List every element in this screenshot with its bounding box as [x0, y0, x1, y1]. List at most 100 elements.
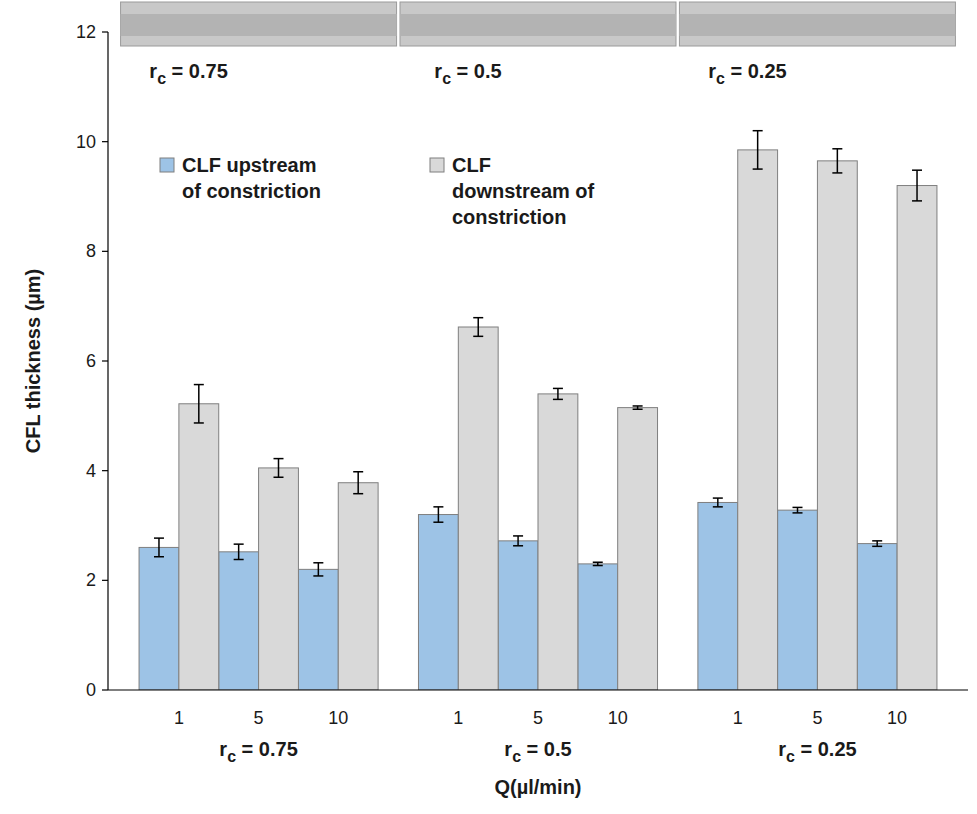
error-cap — [753, 168, 763, 170]
y-tick-label: 10 — [76, 132, 96, 152]
error-bar — [234, 544, 244, 559]
error-bar — [832, 149, 842, 173]
error-cap — [273, 476, 283, 478]
legend-swatch — [160, 158, 174, 172]
error-cap — [793, 512, 803, 514]
error-cap — [473, 317, 483, 319]
y-tick — [102, 689, 108, 690]
x-tick-label: 10 — [328, 708, 348, 728]
error-cap — [313, 562, 323, 564]
error-bar — [273, 459, 283, 478]
error-line — [318, 563, 320, 576]
error-cap — [872, 546, 882, 548]
error-bar — [154, 538, 164, 557]
legend-label: CLFdownstream ofconstriction — [452, 154, 595, 228]
error-cap — [912, 169, 922, 171]
error-cap — [633, 405, 643, 407]
error-cap — [872, 540, 882, 542]
bar — [857, 544, 897, 690]
bar — [179, 404, 219, 690]
error-bar — [433, 507, 443, 522]
error-cap — [313, 575, 323, 577]
y-tick-label: 2 — [86, 570, 96, 590]
x-tick-label: 5 — [254, 708, 264, 728]
y-tick-label: 6 — [86, 351, 96, 371]
error-cap — [593, 561, 603, 563]
y-axis-title: CFL thickness (µm) — [22, 269, 44, 454]
error-cap — [553, 399, 563, 401]
bar — [538, 394, 578, 690]
error-cap — [234, 559, 244, 561]
error-line — [477, 318, 479, 337]
image-placeholder — [121, 2, 397, 46]
legend-label: CLF upstreamof constriction — [182, 154, 321, 202]
y-tick-label: 4 — [86, 461, 96, 481]
error-bar — [872, 541, 882, 546]
bar — [578, 564, 618, 690]
error-bar — [353, 472, 363, 494]
error-cap — [473, 336, 483, 338]
error-cap — [553, 388, 563, 390]
error-line — [717, 498, 719, 507]
error-cap — [753, 130, 763, 132]
error-line — [198, 385, 200, 423]
error-bar — [194, 385, 204, 423]
error-cap — [194, 422, 204, 424]
bar — [298, 569, 338, 690]
x-tick-label: 5 — [533, 708, 543, 728]
x-tick-label: 1 — [733, 708, 743, 728]
error-bar — [473, 318, 483, 337]
error-cap — [353, 471, 363, 473]
bar — [618, 408, 658, 690]
x-tick-label: 1 — [453, 708, 463, 728]
x-axis — [108, 689, 968, 690]
error-line — [438, 507, 440, 522]
error-cap — [154, 537, 164, 539]
error-cap — [433, 506, 443, 508]
x-axis-title: Q(µl/min) — [494, 776, 581, 798]
error-cap — [912, 200, 922, 202]
error-line — [278, 459, 280, 478]
y-tick-label: 8 — [86, 241, 96, 261]
image-label: rc = 0.75 — [149, 60, 227, 87]
error-cap — [154, 556, 164, 558]
error-bar — [633, 406, 643, 409]
bar — [778, 510, 818, 690]
image-label: rc = 0.5 — [434, 60, 501, 87]
error-bar — [753, 131, 763, 169]
y-tick — [102, 251, 108, 252]
error-line — [557, 388, 559, 399]
image-channel — [400, 14, 676, 36]
legend-swatch — [430, 158, 444, 172]
error-cap — [832, 172, 842, 174]
error-cap — [513, 545, 523, 547]
error-bar — [553, 388, 563, 399]
error-line — [158, 538, 160, 557]
error-line — [837, 149, 839, 173]
bar — [259, 468, 299, 690]
bar — [458, 327, 498, 690]
error-cap — [194, 384, 204, 386]
error-line — [797, 507, 799, 512]
bars — [139, 131, 937, 690]
y-tick-label: 0 — [86, 680, 96, 700]
bar — [338, 483, 378, 690]
error-bar — [793, 507, 803, 512]
error-line — [517, 536, 519, 546]
image-channel — [679, 14, 955, 36]
error-cap — [513, 535, 523, 537]
group-label: rc = 0.5 — [504, 738, 571, 765]
error-bar — [713, 498, 723, 507]
error-bar — [513, 536, 523, 546]
error-cap — [713, 506, 723, 508]
y-tick — [102, 31, 108, 32]
x-tick-label: 1 — [174, 708, 184, 728]
error-cap — [713, 497, 723, 499]
error-cap — [234, 543, 244, 545]
image-placeholder — [679, 2, 955, 46]
y-tick — [102, 141, 108, 142]
group-label: rc = 0.75 — [219, 738, 297, 765]
error-cap — [593, 565, 603, 567]
error-bar — [313, 563, 323, 576]
bar — [498, 541, 538, 690]
